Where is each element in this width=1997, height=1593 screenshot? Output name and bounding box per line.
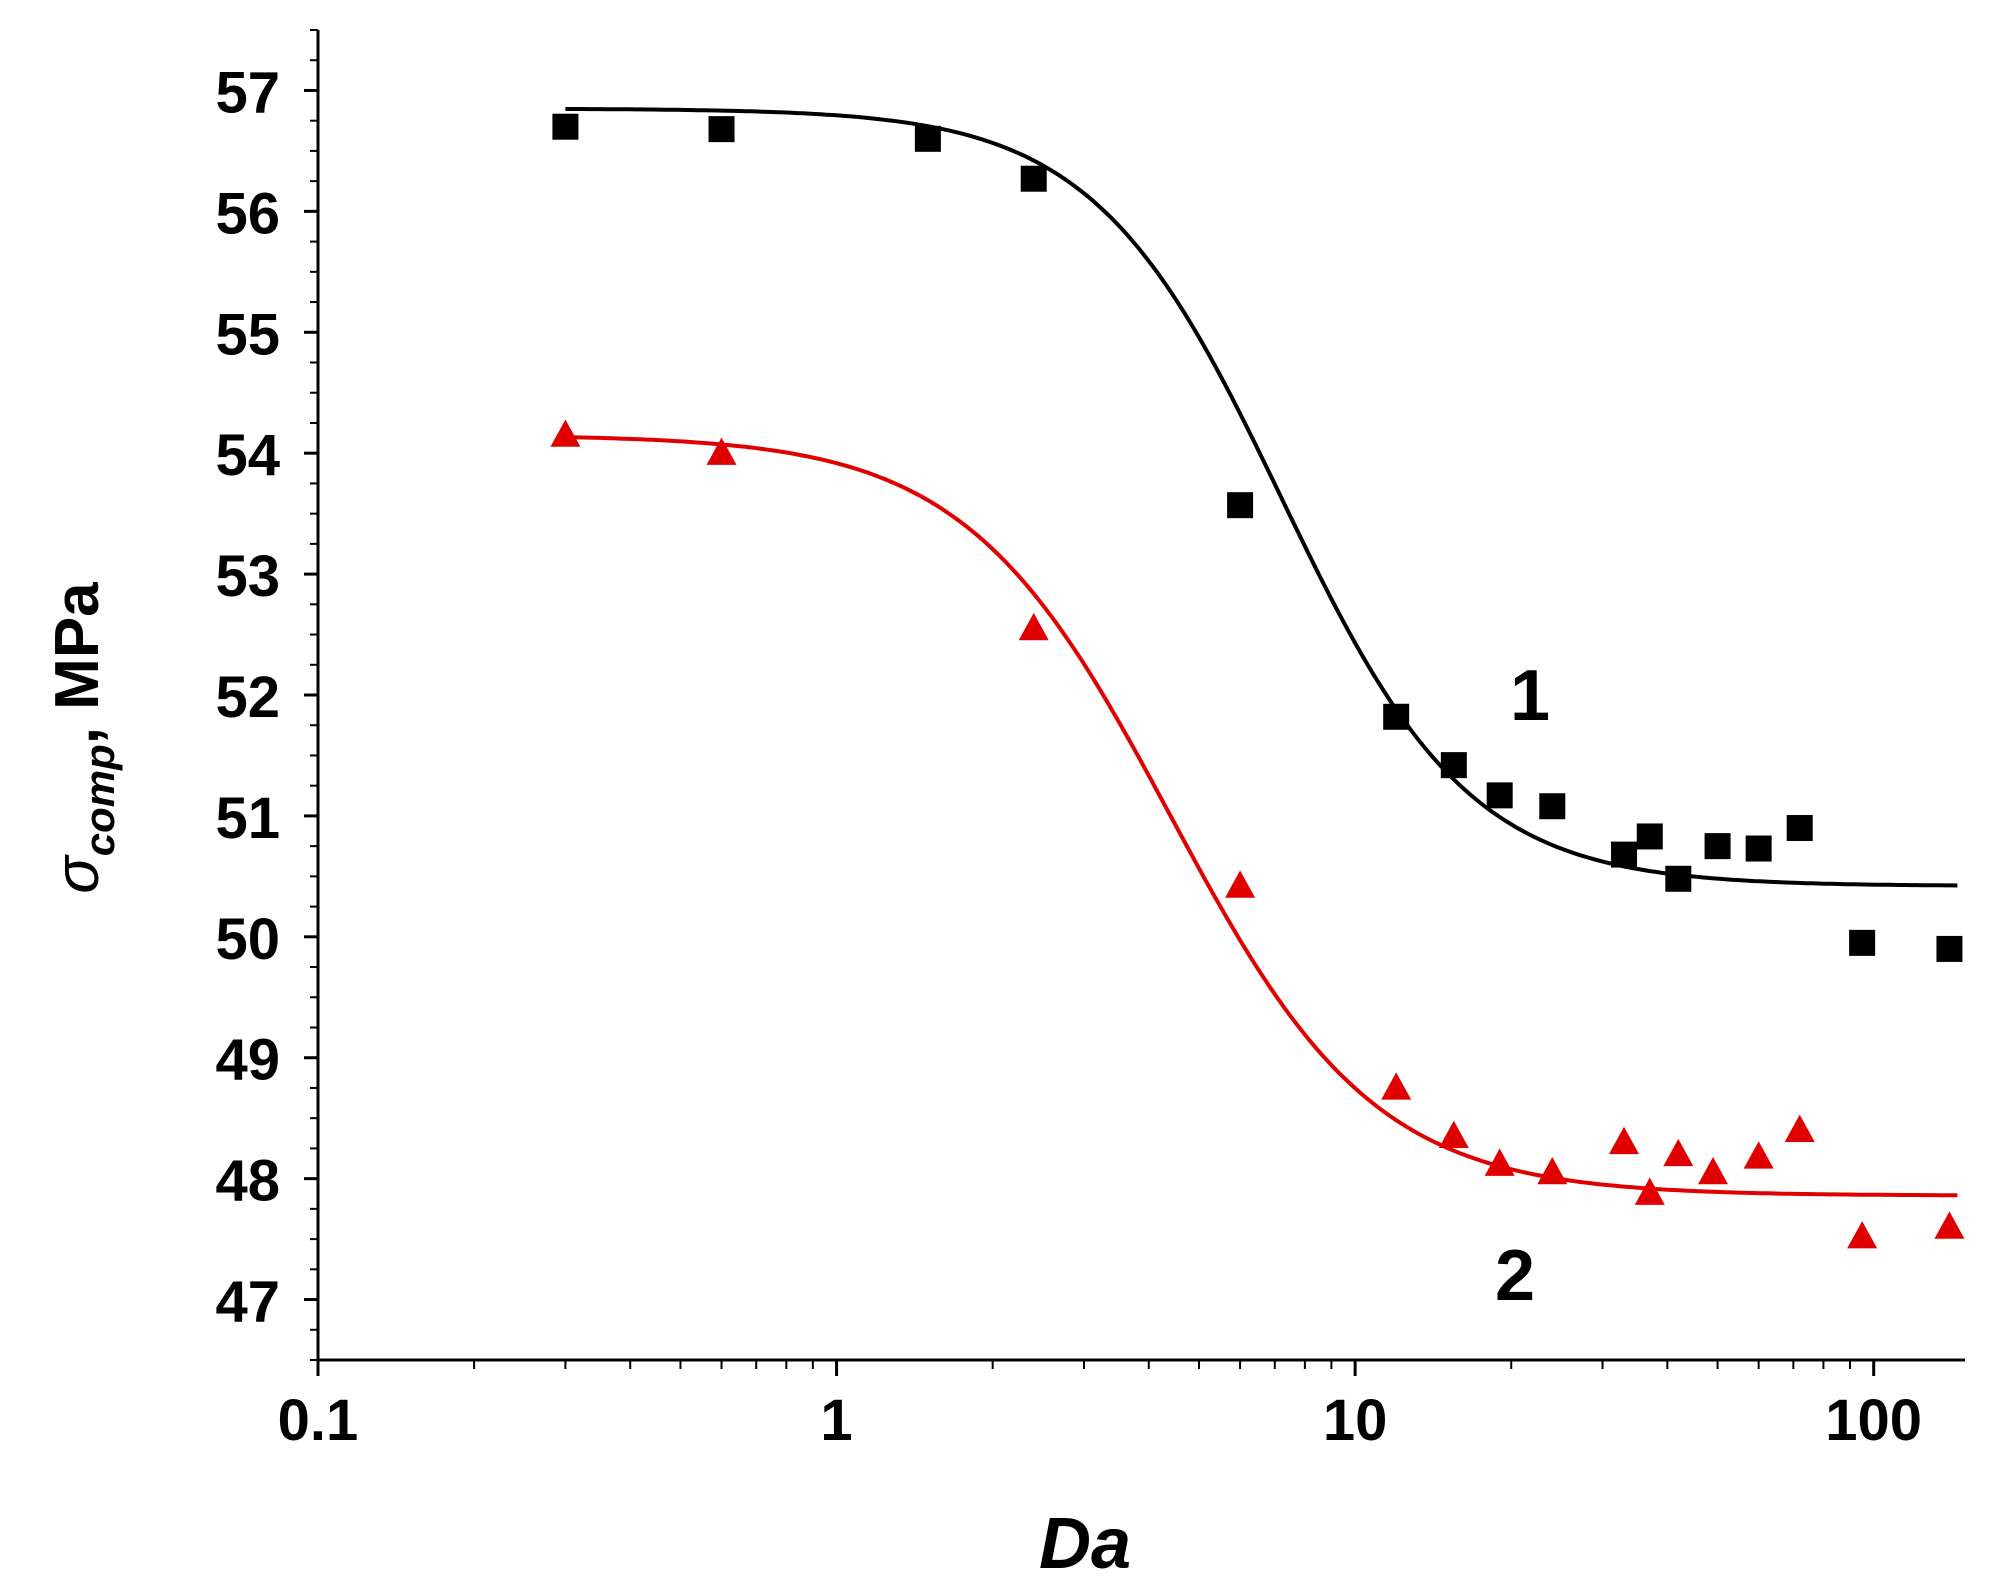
point-series-1: [914, 125, 941, 152]
x-axis-label: Da: [1039, 1504, 1131, 1584]
y-axis-symbol: σ: [43, 854, 112, 894]
point-series-1: [1227, 492, 1254, 519]
x-tick-label: 10: [1323, 1388, 1388, 1453]
y-tick-label: 48: [215, 1149, 280, 1214]
x-tick-label: 0.1: [278, 1388, 359, 1453]
point-series-2: [1018, 612, 1049, 641]
data-markers: [550, 113, 1965, 1249]
y-tick-label: 51: [215, 786, 280, 851]
point-series-1: [1936, 935, 1963, 962]
point-series-1: [708, 116, 735, 143]
point-series-1: [1020, 165, 1047, 192]
point-series-2: [1698, 1156, 1729, 1185]
fit-curve-1: [565, 107, 1958, 888]
point-series-2: [1537, 1156, 1568, 1185]
y-tick-label: 55: [215, 302, 280, 367]
fit-curves: [565, 107, 1958, 1198]
y-tick-label: 49: [215, 1028, 280, 1093]
series-label-2: 2: [1495, 1236, 1535, 1316]
point-series-2: [1934, 1211, 1965, 1239]
point-series-1: [1849, 929, 1876, 956]
point-series-2: [1609, 1126, 1640, 1155]
point-series-2: [706, 437, 737, 465]
point-series-1: [1786, 815, 1813, 841]
y-tick-label: 52: [215, 665, 280, 730]
point-series-2: [1484, 1148, 1515, 1176]
x-tick-label: 1: [820, 1388, 852, 1453]
point-series-1: [1636, 823, 1663, 850]
point-series-2: [1634, 1177, 1665, 1205]
y-tick-label: 50: [215, 907, 280, 972]
point-series-1: [1539, 793, 1566, 820]
y-axis-label: σcomp, MPa: [43, 582, 123, 894]
point-series-1: [1486, 782, 1513, 809]
y-axis-unit: , MPa: [43, 582, 112, 744]
y-tick-label: 47: [215, 1270, 280, 1335]
point-series-2: [1663, 1138, 1694, 1167]
point-series-2: [1743, 1141, 1774, 1169]
point-series-1: [1383, 703, 1410, 730]
fit-curve-2: [565, 435, 1958, 1198]
y-tick-label: 53: [215, 544, 280, 609]
point-series-1: [1665, 865, 1692, 892]
point-series-1: [1440, 752, 1467, 779]
point-series-2: [1847, 1221, 1878, 1249]
point-series-1: [552, 113, 579, 140]
point-series-1: [1704, 833, 1731, 860]
axes: 47 48 49 50 51 52 53 54 55 56 57 0.1 1 10 100: [215, 29, 1965, 1453]
point-series-1: [1611, 841, 1638, 868]
point-series-2: [1225, 870, 1256, 898]
series-label-1: 1: [1510, 656, 1550, 736]
x-tick-label: 100: [1825, 1388, 1922, 1453]
point-series-2: [1438, 1120, 1469, 1149]
y-tick-label: 54: [215, 423, 280, 488]
y-axis-subscript: comp: [76, 744, 123, 856]
y-tick-label: 56: [215, 181, 280, 246]
point-series-2: [550, 419, 581, 447]
point-series-1: [1745, 835, 1772, 862]
point-series-2: [1381, 1072, 1412, 1100]
point-series-2: [1784, 1114, 1815, 1142]
series-labels: 1 2: [1495, 656, 1550, 1316]
y-tick-label: 57: [215, 60, 280, 125]
